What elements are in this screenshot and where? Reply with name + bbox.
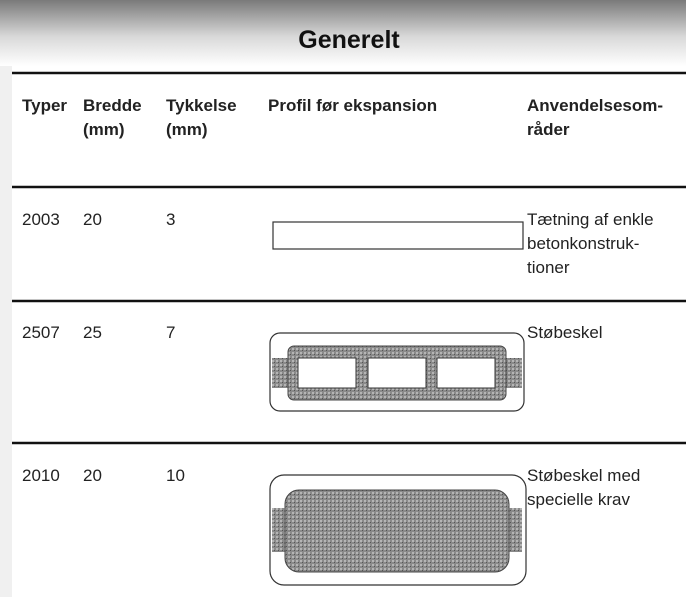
header-cell: Profil før ekspansion xyxy=(268,96,437,115)
header-cell: (mm) xyxy=(166,120,208,139)
table-cell: Støbeskel med xyxy=(527,466,640,485)
table: Typer Bredde (mm) Tykkelse (mm) Profil før ek… xyxy=(22,96,663,509)
table-cell: 2507 xyxy=(22,323,60,342)
table-cell: specielle krav xyxy=(527,490,630,509)
table-cell: tioner xyxy=(527,258,570,277)
table-cell: 10 xyxy=(166,466,185,485)
rules xyxy=(12,71,686,445)
title: Generelt xyxy=(298,26,400,54)
table-cell: betonkonstruk- xyxy=(527,234,639,253)
table-cell: 7 xyxy=(166,323,175,342)
header-cell: råder xyxy=(527,120,570,139)
table-cell: 25 xyxy=(83,323,102,342)
table-cell: 3 xyxy=(166,210,175,229)
header-cell: Tykkelse xyxy=(166,96,237,115)
profile-2507 xyxy=(269,332,525,412)
header-cell: Bredde xyxy=(83,96,142,115)
table-cell: Tætning af enkle xyxy=(527,210,654,229)
table-cell: 20 xyxy=(83,210,102,229)
header-cell: (mm) xyxy=(83,120,125,139)
left-margin xyxy=(0,66,12,597)
header-cell: Typer xyxy=(22,96,67,115)
table-cell: 20 xyxy=(83,466,102,485)
profile-2003 xyxy=(272,221,524,250)
table-cell: Støbeskel xyxy=(527,323,603,342)
table-cell: 2010 xyxy=(22,466,60,485)
table-cell: 2003 xyxy=(22,210,60,229)
profile-2010 xyxy=(269,474,527,586)
title-band xyxy=(0,0,686,66)
header-cell: Anvendelsesom- xyxy=(527,96,663,115)
